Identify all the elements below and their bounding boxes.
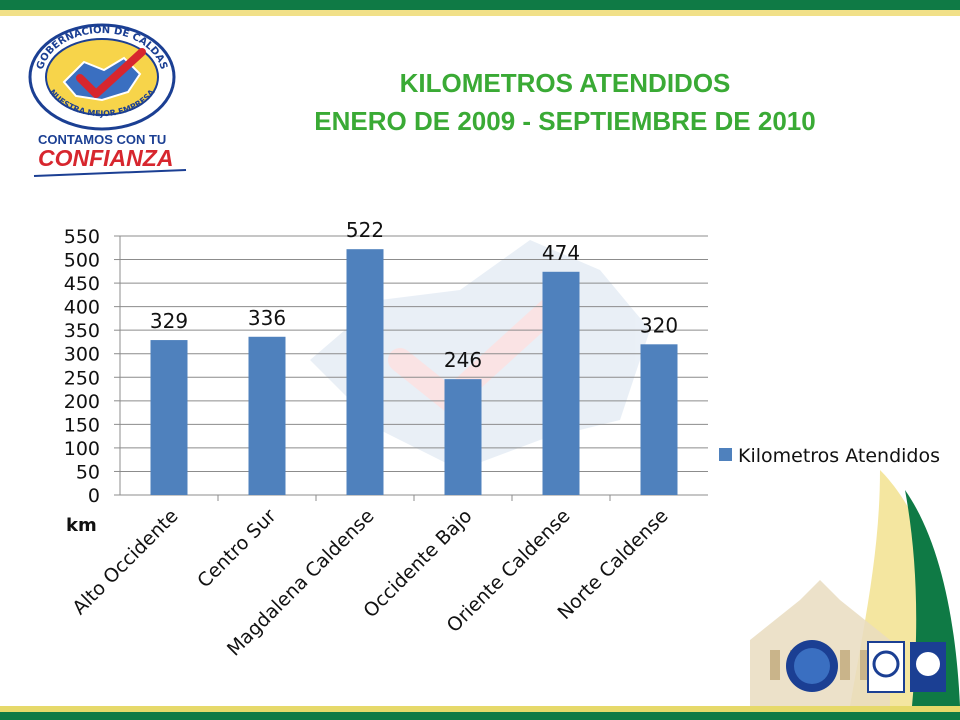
gridlines: [114, 235, 708, 501]
slogan-big: CONFIANZA: [38, 145, 173, 171]
gobernacion-logo: GOBERNACIÓN DE CALDAS NUESTRA MEJOR EMPR…: [28, 23, 187, 177]
slide-title: KILOMETROS ATENDIDOS ENERO DE 2009 - SEP…: [250, 66, 880, 138]
y-tick-label: 100: [64, 438, 100, 460]
bar: [346, 249, 384, 495]
y-tick-label: 300: [64, 344, 100, 366]
y-tick-label: 500: [64, 250, 100, 272]
certification-badge-ratio: [786, 640, 838, 692]
title-line-1: KILOMETROS ATENDIDOS: [399, 68, 731, 98]
data-label: 320: [640, 313, 678, 337]
legend: Kilometros Atendidos: [719, 445, 940, 467]
y-tick-label: 400: [64, 297, 100, 319]
data-label: 246: [444, 348, 482, 372]
data-label: 522: [346, 218, 384, 242]
y-tick-label: 50: [76, 461, 100, 483]
legend-label: Kilometros Atendidos: [738, 445, 940, 467]
legend-swatch: [719, 448, 732, 461]
bars: [150, 249, 678, 495]
data-label: 336: [248, 306, 286, 330]
y-tick-label: 350: [64, 320, 100, 342]
y-tick-label: 200: [64, 391, 100, 413]
y-tick-label: 150: [64, 414, 100, 436]
data-label: 474: [542, 241, 580, 265]
bar: [542, 271, 580, 495]
x-tick-label: Centro Sur: [193, 505, 280, 592]
bar: [640, 344, 678, 495]
certification-badge-iqnet: [910, 642, 946, 692]
unit-label: km: [66, 515, 97, 536]
top-green-band: [0, 0, 960, 10]
y-tick-label: 450: [64, 273, 100, 295]
title-line-2: ENERO DE 2009 - SEPTIEMBRE DE 2010: [314, 106, 816, 136]
bottom-yellow-band: [0, 706, 960, 712]
y-tick-label: 550: [64, 226, 100, 248]
y-tick-label: 0: [88, 485, 100, 507]
bar: [444, 379, 482, 495]
bottom-green-band: [0, 712, 960, 720]
decorative-building-corner: [750, 470, 960, 706]
bar: [150, 340, 188, 495]
certification-badge-icontec: [867, 641, 905, 693]
y-tick-label: 250: [64, 367, 100, 389]
bar: [248, 336, 286, 495]
top-yellow-band: [0, 10, 960, 16]
data-labels: 329 336 522 246 474 320: [150, 218, 678, 372]
data-label: 329: [150, 309, 188, 333]
slogan-small: CONTAMOS CON TU: [38, 132, 166, 147]
